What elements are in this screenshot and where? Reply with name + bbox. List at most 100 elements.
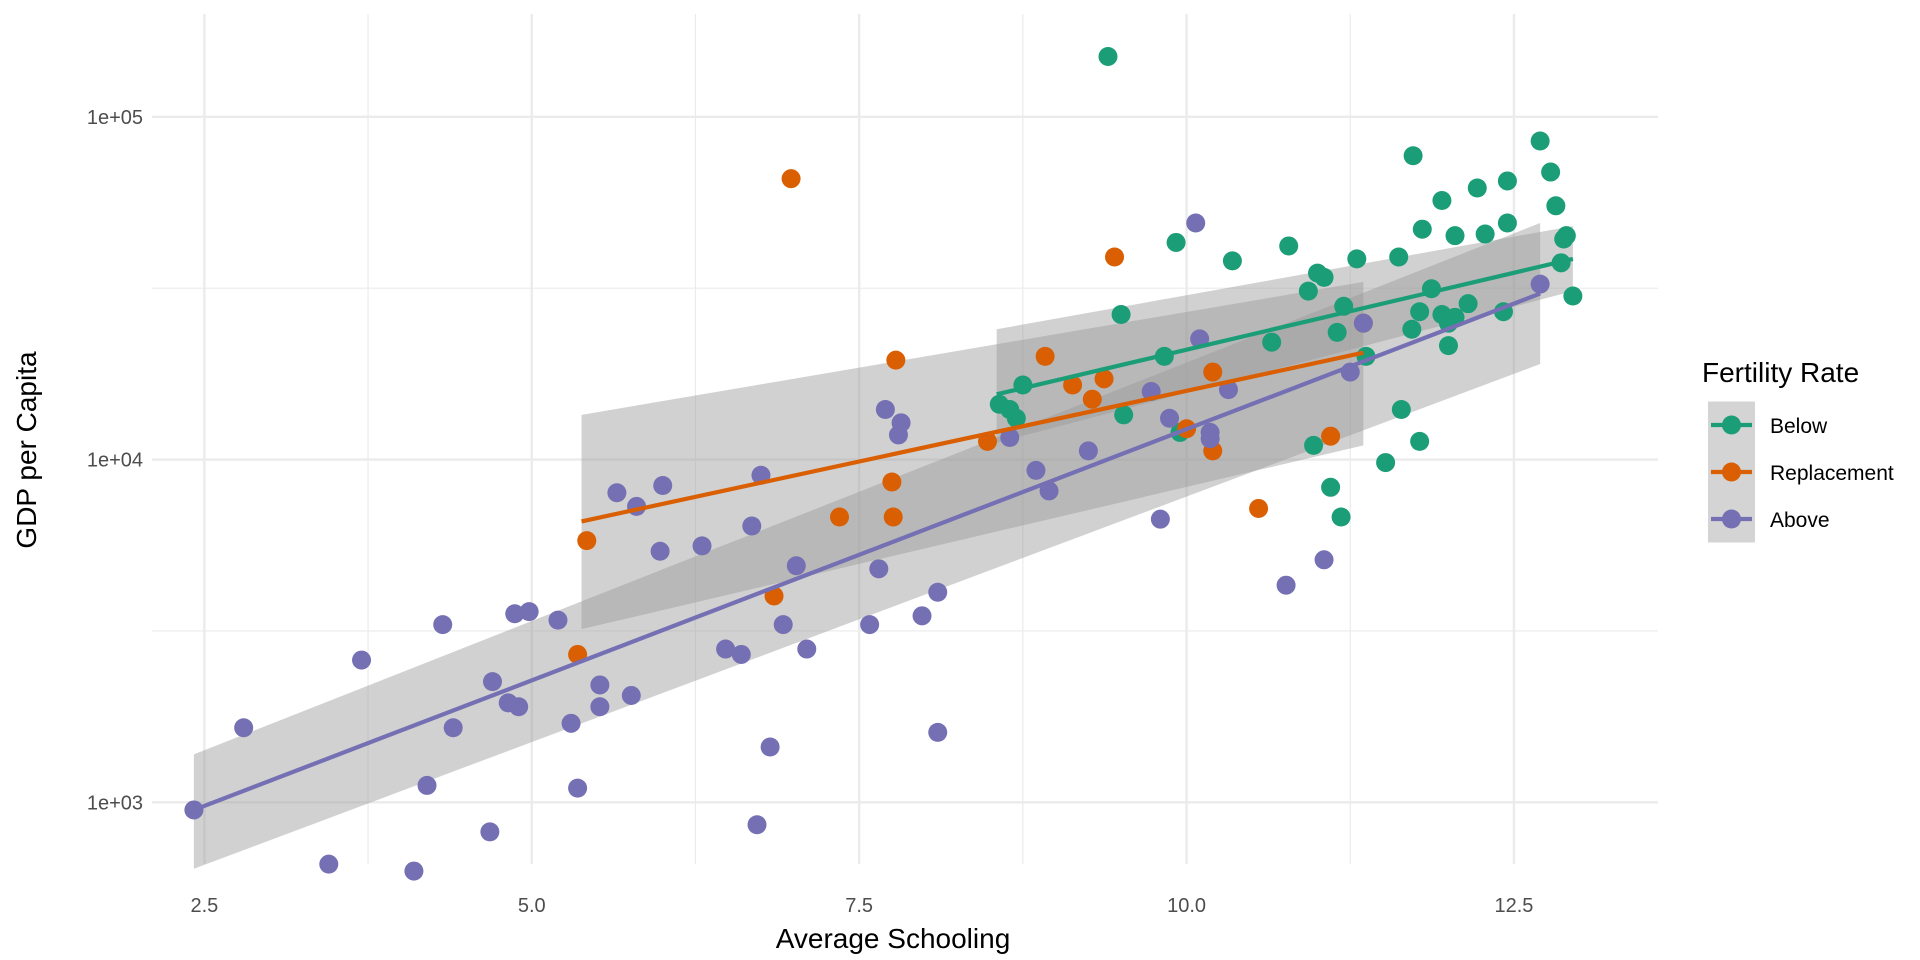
data-point-above xyxy=(548,610,568,630)
data-point-above xyxy=(860,615,880,635)
data-point-above xyxy=(590,675,610,695)
data-point-below xyxy=(1432,190,1452,210)
data-point-below xyxy=(1563,286,1583,306)
legend: Fertility Rate Below Replacement Above xyxy=(1702,357,1894,543)
x-axis-ticks: 2.5 5.0 7.5 10.0 12.5 xyxy=(190,895,1533,917)
fit-line-replacement xyxy=(581,350,1364,524)
data-point-above xyxy=(912,606,932,626)
legend-title: Fertility Rate xyxy=(1702,357,1859,388)
data-point-above xyxy=(773,615,793,635)
data-point-below xyxy=(1347,249,1367,269)
data-point-above xyxy=(352,650,372,670)
legend-keys: Below Replacement Above xyxy=(1708,401,1894,543)
y-tick-label: 1e+05 xyxy=(87,107,143,129)
data-point-above xyxy=(786,556,806,576)
data-point-below xyxy=(1166,232,1186,252)
data-point-above xyxy=(747,815,767,835)
data-point-below xyxy=(1222,251,1242,271)
data-point-below xyxy=(1554,229,1574,249)
data-point-below xyxy=(1458,294,1478,314)
data-point-above xyxy=(650,541,670,561)
data-point-below xyxy=(1327,322,1347,342)
y-axis-ticks: 1e+03 1e+04 1e+05 xyxy=(87,107,143,814)
data-point-below xyxy=(1321,477,1341,497)
data-point-above xyxy=(1314,550,1334,570)
legend-label-below: Below xyxy=(1770,415,1828,438)
confidence-band-above xyxy=(193,223,1541,869)
data-point-above xyxy=(653,476,673,496)
data-point-below xyxy=(1402,319,1422,339)
data-point-above xyxy=(1000,427,1020,447)
x-axis-title: Average Schooling xyxy=(776,923,1011,954)
data-point-below xyxy=(1403,146,1423,166)
data-point-replacement xyxy=(830,507,850,527)
data-point-below xyxy=(1445,226,1465,246)
data-point-above xyxy=(590,697,610,717)
data-point-below xyxy=(1304,435,1324,455)
data-point-above xyxy=(869,559,889,579)
data-point-above xyxy=(928,582,948,602)
data-point-above xyxy=(692,536,712,556)
data-point-above xyxy=(1276,575,1296,595)
data-point-replacement xyxy=(781,169,801,189)
data-point-above xyxy=(1353,313,1373,333)
data-point-below xyxy=(1114,405,1134,425)
confidence-band-replacement xyxy=(581,281,1364,630)
data-point-above xyxy=(742,516,762,536)
data-point-below xyxy=(1298,281,1318,301)
data-point-above xyxy=(443,718,463,738)
data-point-above xyxy=(621,685,641,705)
data-point-replacement xyxy=(1249,498,1269,518)
data-point-below xyxy=(1546,196,1566,216)
data-point-below xyxy=(1497,171,1517,191)
data-point-replacement xyxy=(1082,389,1102,409)
data-point-below xyxy=(1111,305,1131,325)
data-point-below xyxy=(1098,46,1118,66)
data-point-replacement xyxy=(886,350,906,370)
data-point-below xyxy=(1331,507,1351,527)
fit-line-above xyxy=(193,291,1541,812)
y-axis-title: GDP per Capita xyxy=(11,351,42,549)
x-tick-label: 2.5 xyxy=(190,895,218,917)
data-point-above xyxy=(1200,429,1220,449)
data-point-below xyxy=(1314,267,1334,287)
data-point-replacement xyxy=(1105,247,1125,267)
data-point-below xyxy=(1262,332,1282,352)
x-tick-label: 5.0 xyxy=(518,895,546,917)
data-point-above xyxy=(760,737,780,757)
data-point-above xyxy=(568,778,588,798)
data-point-above xyxy=(1026,460,1046,480)
legend-key-point-above xyxy=(1722,509,1741,529)
data-point-above xyxy=(1160,408,1180,428)
data-point-above xyxy=(607,483,627,503)
data-point-above xyxy=(404,861,424,881)
data-point-below xyxy=(1412,219,1432,239)
data-point-below xyxy=(1438,336,1458,356)
data-point-below xyxy=(1376,453,1396,473)
data-point-replacement xyxy=(1094,369,1114,389)
legend-key-point-below xyxy=(1722,415,1741,435)
data-point-below xyxy=(1475,224,1495,244)
data-point-above xyxy=(928,722,948,742)
x-tick-label: 12.5 xyxy=(1494,895,1533,917)
data-point-above xyxy=(482,672,502,692)
data-point-above xyxy=(319,854,339,874)
data-point-above xyxy=(519,602,539,622)
x-tick-label: 7.5 xyxy=(845,895,873,917)
data-point-above xyxy=(433,615,453,635)
data-point-below xyxy=(1410,431,1430,451)
data-point-above xyxy=(505,604,525,624)
grid-lines xyxy=(152,14,1658,864)
data-point-replacement xyxy=(1203,362,1223,382)
y-tick-label: 1e+03 xyxy=(87,792,143,814)
data-point-above xyxy=(509,697,529,717)
legend-label-replacement: Replacement xyxy=(1770,462,1894,485)
data-point-above xyxy=(1530,274,1550,294)
data-point-above xyxy=(1186,213,1206,233)
data-point-above xyxy=(480,822,500,842)
data-point-below xyxy=(1279,236,1299,256)
fit-line-below xyxy=(996,256,1574,397)
data-point-below xyxy=(1497,213,1517,233)
